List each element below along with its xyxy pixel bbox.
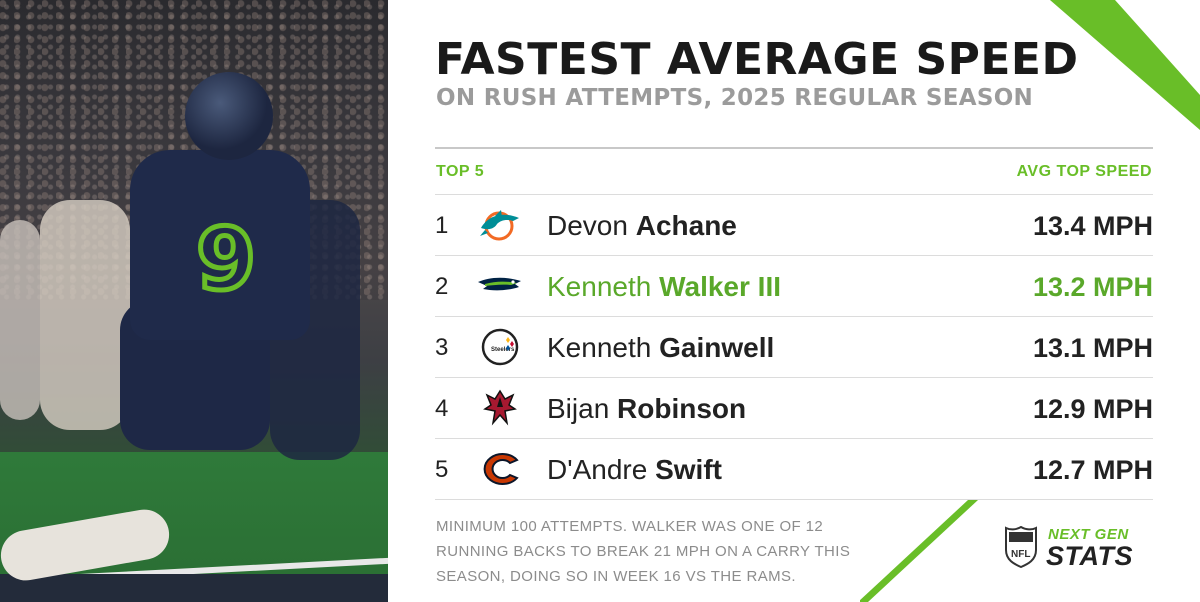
runner-helmet xyxy=(185,72,273,160)
svg-text:Steelers: Steelers xyxy=(491,347,515,353)
player-name: Bijan Robinson xyxy=(547,378,746,438)
player-first-name: Bijan xyxy=(547,393,610,424)
avg-speed-value: 12.7 MPH xyxy=(1032,455,1153,485)
player-name: Devon Achane xyxy=(547,195,737,255)
avg-speed-value: 13.2 MPH xyxy=(1032,272,1153,302)
rank-number: 5 xyxy=(435,456,449,483)
avg-speed-value: 13.4 MPH xyxy=(1032,211,1153,241)
brand-line-1: NEXT GEN xyxy=(1048,526,1129,543)
page-title: FASTEST AVERAGE SPEED xyxy=(435,34,1079,85)
player-first-name: D'Andre xyxy=(547,454,648,485)
footnote: MINIMUM 100 ATTEMPTS. WALKER WAS ONE OF … xyxy=(436,518,851,585)
rank-number: 3 xyxy=(435,334,449,361)
bottom-accent-stripe xyxy=(860,500,978,602)
nfl-shield-icon: NFL xyxy=(1005,526,1037,568)
player-name: Kenneth Gainwell xyxy=(547,317,774,377)
jersey-number: 9 xyxy=(194,210,259,310)
player-last-name: Swift xyxy=(655,454,722,485)
seahawks-logo-icon xyxy=(475,265,525,307)
header-divider xyxy=(435,147,1153,149)
dolphins-logo-icon xyxy=(475,204,525,246)
rank-number: 4 xyxy=(435,395,449,422)
player-first-name: Kenneth xyxy=(547,271,652,302)
player-first-name: Kenneth xyxy=(547,332,652,363)
end-zone xyxy=(0,574,388,602)
player-last-name: Robinson xyxy=(617,393,747,424)
rank-number: 1 xyxy=(435,212,449,239)
leaderboard-table: 1 Devon Achane 13.4 MPH 2 Kenneth Walker… xyxy=(435,194,1153,500)
table-row: 1 Devon Achane 13.4 MPH xyxy=(435,194,1153,255)
steelers-logo-icon: Steelers xyxy=(475,326,525,368)
column-header-speed: AVG TOP SPEED xyxy=(1016,163,1152,180)
column-header-top5: TOP 5 xyxy=(436,163,485,180)
table-row: 2 Kenneth Walker III 13.2 MPH xyxy=(435,255,1153,316)
player-first-name: Devon xyxy=(547,210,628,241)
corner-accent-stripe xyxy=(1050,0,1200,130)
runner-jersey xyxy=(130,150,310,340)
player-last-name: Gainwell xyxy=(659,332,775,363)
next-gen-stats-logo: NFL NEXT GEN STATS xyxy=(1004,526,1152,572)
brand-line-2: STATS xyxy=(1046,541,1133,571)
player-last-name: Achane xyxy=(635,210,737,241)
player-name: Kenneth Walker III xyxy=(547,256,781,316)
player-name: D'Andre Swift xyxy=(547,439,722,499)
player-last-name: Walker III xyxy=(659,271,782,302)
rank-number: 2 xyxy=(435,273,449,300)
background-player xyxy=(0,220,40,420)
avg-speed-value: 13.1 MPH xyxy=(1032,333,1153,363)
player-photo: 9 xyxy=(0,0,388,602)
bears-logo-icon xyxy=(475,448,525,490)
table-row: 3 Steelers Kenneth Gainwell 13.1 MPH xyxy=(435,316,1153,377)
table-row: 4 Bijan Robinson 12.9 MPH xyxy=(435,377,1153,438)
table-row: 5 D'Andre Swift 12.7 MPH xyxy=(435,438,1153,500)
background-player xyxy=(40,200,130,430)
svg-text:NFL: NFL xyxy=(1011,549,1030,560)
falcons-logo-icon xyxy=(475,387,525,429)
page-subtitle: ON RUSH ATTEMPTS, 2025 REGULAR SEASON xyxy=(436,85,1034,111)
avg-speed-value: 12.9 MPH xyxy=(1032,394,1153,424)
